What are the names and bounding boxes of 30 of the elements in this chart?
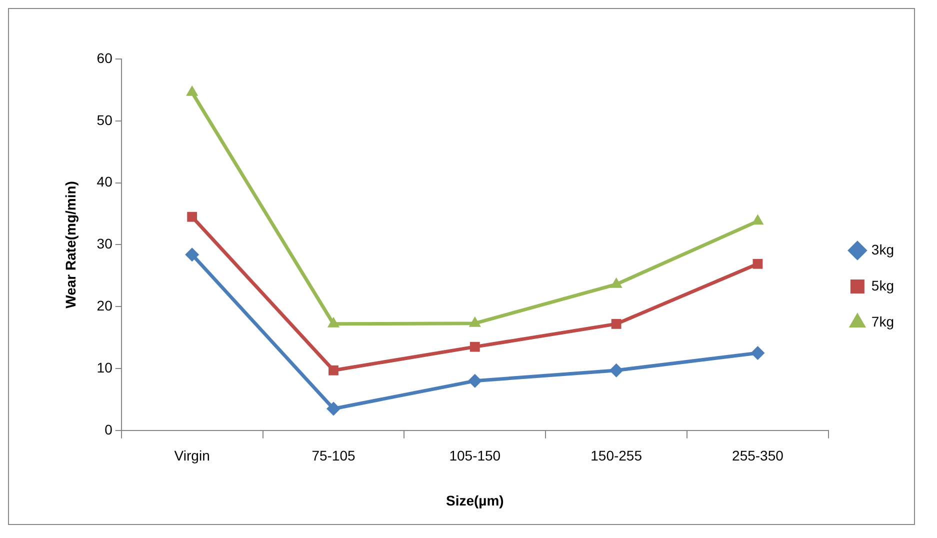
legend-label: 7kg: [871, 313, 894, 330]
point: [470, 342, 480, 352]
y-axis-title: Wear Rate(mg/min): [62, 181, 78, 308]
point: [468, 316, 481, 327]
y-tick-label: 10: [96, 359, 113, 376]
x-tick-label: 75-105: [312, 448, 356, 464]
x-tick-label: Virgin: [174, 448, 210, 464]
legend-label: 3kg: [871, 241, 894, 258]
y-tick-label: 50: [96, 112, 113, 128]
point: [328, 365, 338, 376]
y-tick-label: 40: [96, 174, 113, 190]
point: [609, 363, 624, 378]
point: [326, 402, 340, 416]
x-tick-label: 105-150: [449, 448, 501, 464]
point: [750, 346, 765, 360]
legend-label: 5kg: [871, 277, 894, 294]
x-tick-label: 150-255: [590, 448, 642, 464]
y-tick-label: 0: [104, 421, 113, 438]
x-axis-title: Size(µm): [446, 492, 504, 508]
point: [610, 277, 622, 288]
y-tick-label: 20: [96, 297, 113, 314]
point: [468, 374, 482, 388]
y-tick-label: 60: [96, 50, 113, 66]
point: [186, 85, 198, 96]
point: [187, 212, 198, 222]
point: [611, 318, 622, 329]
y-tick-label: 30: [96, 236, 113, 252]
point: [752, 258, 763, 269]
point: [185, 248, 200, 262]
x-tick-label: 255-350: [732, 448, 784, 464]
